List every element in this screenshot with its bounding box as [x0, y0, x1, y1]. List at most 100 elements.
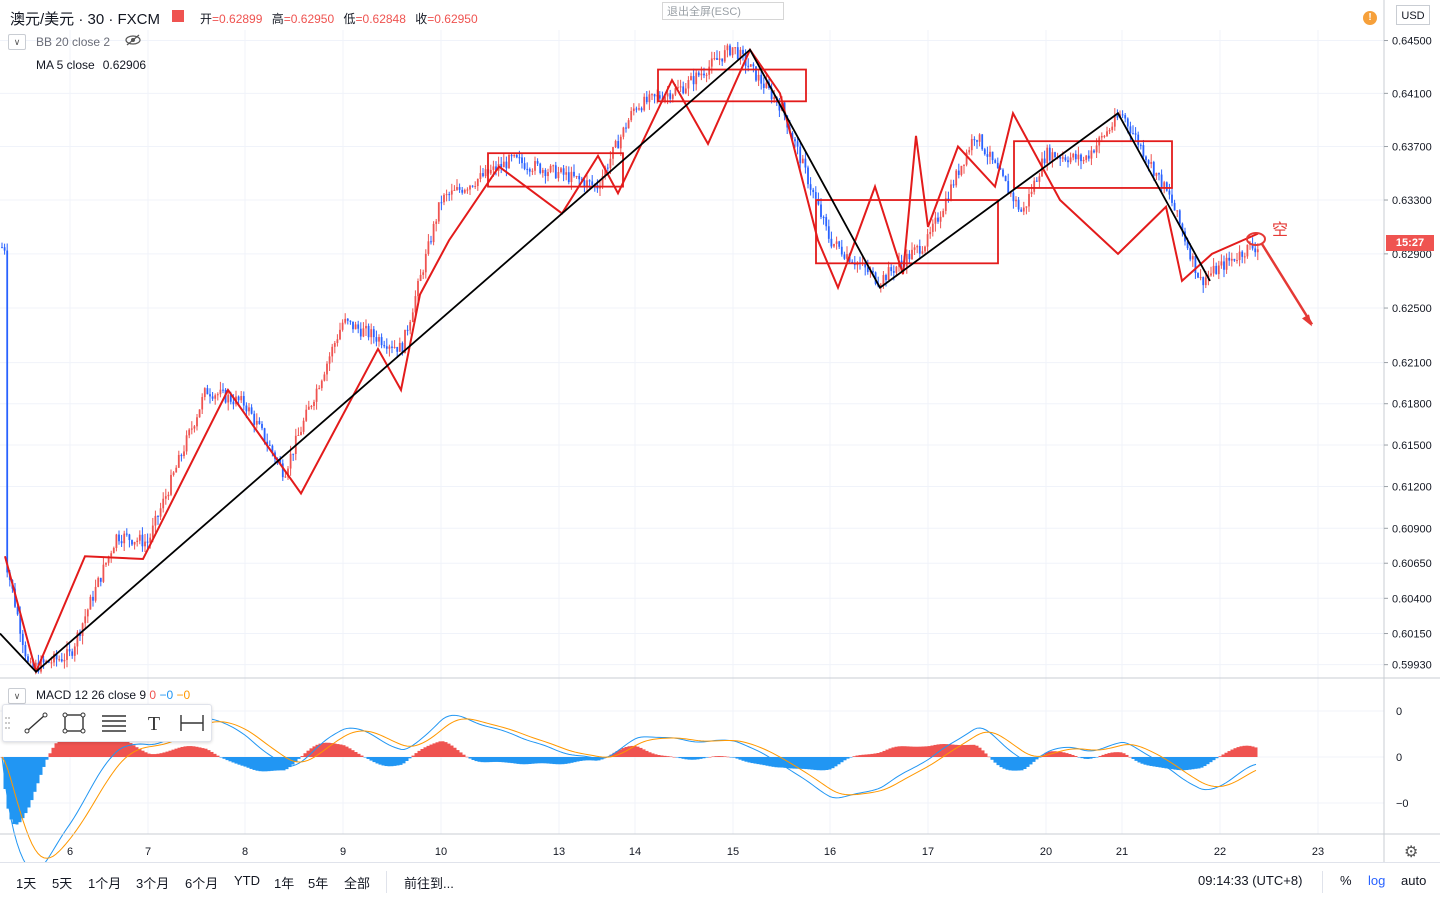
candle-body	[190, 428, 193, 430]
candle-body	[1054, 152, 1056, 158]
candle-body	[570, 171, 573, 183]
macd-histogram-bar	[447, 743, 451, 757]
collapse-macd-button[interactable]: ∨	[8, 688, 26, 704]
rectangle-tool-icon[interactable]	[59, 709, 89, 737]
ma-indicator-label[interactable]: MA 5 close 0.62906	[36, 58, 146, 72]
macd-histogram-bar	[204, 748, 208, 757]
collapse-legend-button[interactable]: ∨	[8, 34, 26, 50]
chart-canvas[interactable]: 00−0 0.645000.641000.637000.633000.62900…	[0, 0, 1440, 862]
macd-histogram-bar	[501, 757, 505, 763]
candle-body	[388, 346, 391, 349]
target-circle	[1246, 232, 1266, 247]
macd-histogram-bar	[153, 754, 157, 757]
candle-body	[864, 262, 867, 268]
macd-histogram-bar	[1053, 751, 1057, 757]
candle-body	[900, 260, 903, 263]
range-5y-button[interactable]: 5年	[308, 876, 329, 891]
macd-histogram-bar	[234, 757, 238, 764]
macd-histogram-bar	[963, 745, 967, 757]
candle-body	[716, 58, 718, 60]
trend-line-icon[interactable]	[21, 709, 51, 737]
clock-display[interactable]: 09:14:33 (UTC+8)	[1198, 873, 1303, 888]
alert-icon[interactable]: !	[1363, 11, 1377, 25]
candle-body	[279, 460, 282, 464]
candle-body	[622, 127, 625, 137]
range-all-button[interactable]: 全部	[344, 876, 371, 891]
macd-histogram-bar	[630, 745, 634, 757]
candle-body	[1243, 256, 1246, 258]
range-ytd-button[interactable]: YTD	[234, 873, 260, 888]
auto-scale-toggle[interactable]: auto	[1401, 873, 1427, 888]
candle-body	[255, 420, 258, 425]
settings-gear-icon[interactable]: ⚙	[1404, 844, 1419, 861]
drag-handle-icon[interactable]	[3, 709, 11, 737]
macd-histogram-bar	[1086, 757, 1090, 759]
macd-histogram-bar	[225, 757, 229, 761]
range-1y-button[interactable]: 1年	[274, 876, 295, 891]
candle-body	[1137, 134, 1140, 145]
text-tool-icon[interactable]: T	[139, 709, 169, 737]
bb-indicator-label[interactable]: BB 20 close 2	[36, 35, 111, 49]
macd-histogram-bar	[966, 744, 970, 757]
macd-histogram-bar	[381, 757, 385, 766]
hide-eye-icon[interactable]	[124, 33, 142, 47]
candle-body	[6, 250, 9, 573]
macd-histogram-bar	[1242, 745, 1246, 757]
candle-body	[253, 413, 256, 425]
range-1m-button[interactable]: 1个月	[88, 876, 122, 891]
candle-body	[424, 253, 427, 273]
price-grid	[0, 30, 1384, 834]
range-6m-button[interactable]: 6个月	[185, 876, 219, 891]
currency-button[interactable]: USD	[1396, 5, 1430, 25]
symbol-title[interactable]: 澳元/美元 · 30 · FXCM	[10, 11, 161, 28]
candle-body	[1228, 257, 1231, 261]
macd-histogram-bar	[201, 748, 205, 757]
range-3m-button[interactable]: 3个月	[136, 876, 170, 891]
candle-body	[547, 172, 549, 177]
macd-histogram-bar	[675, 757, 679, 758]
candle-body	[133, 541, 136, 545]
zigzag-large-line	[0, 48, 1211, 673]
macd-histogram-bar	[537, 757, 541, 764]
candle-body	[791, 132, 794, 140]
measure-tool-icon[interactable]	[177, 709, 207, 737]
exit-fullscreen-button[interactable]: 退出全屏(ESC)	[662, 2, 784, 20]
range-1d-button[interactable]: 1天	[16, 876, 37, 891]
macd-histogram-bar	[300, 756, 304, 757]
macd-histogram-bar	[903, 746, 907, 757]
macd-histogram-bar	[768, 757, 772, 767]
fib-lines-icon[interactable]	[99, 709, 129, 737]
candle-body	[170, 474, 172, 495]
candle-body	[123, 533, 126, 544]
candle-body	[437, 202, 440, 222]
macd-histogram-bar	[843, 757, 847, 761]
macd-histogram-bar	[177, 747, 181, 757]
candle-body	[812, 189, 815, 193]
candle-body	[640, 108, 643, 111]
macd-histogram-bar	[324, 742, 328, 757]
candle-body	[1108, 130, 1111, 132]
macd-histogram-bar	[18, 757, 22, 823]
candle-body	[1030, 191, 1033, 195]
candle-body	[331, 346, 334, 357]
macd-histogram-bar	[543, 757, 547, 764]
candle-body	[1082, 159, 1085, 162]
consolidation-box	[1013, 140, 1173, 189]
goto-date-button[interactable]: 前往到...	[404, 876, 454, 891]
range-5d-button[interactable]: 5天	[52, 876, 73, 891]
percent-scale-toggle[interactable]: %	[1340, 873, 1352, 888]
macd-histogram-bar	[1056, 751, 1060, 757]
candle-body	[261, 423, 263, 429]
candle-body	[157, 515, 159, 517]
candle-body	[406, 329, 409, 331]
candle-body	[1028, 194, 1030, 207]
log-scale-toggle[interactable]: log	[1368, 873, 1386, 888]
macd-histogram-bar	[549, 757, 553, 764]
candle-body	[27, 656, 29, 662]
candle-body	[939, 216, 942, 222]
macd-histogram-bar	[945, 744, 949, 757]
candle-body	[1100, 136, 1103, 138]
macd-histogram-bar	[60, 737, 64, 757]
macd-histogram-bar	[423, 747, 427, 757]
macd-indicator-label[interactable]: MACD 12 26 close 9 0 −0 −0	[36, 688, 190, 702]
